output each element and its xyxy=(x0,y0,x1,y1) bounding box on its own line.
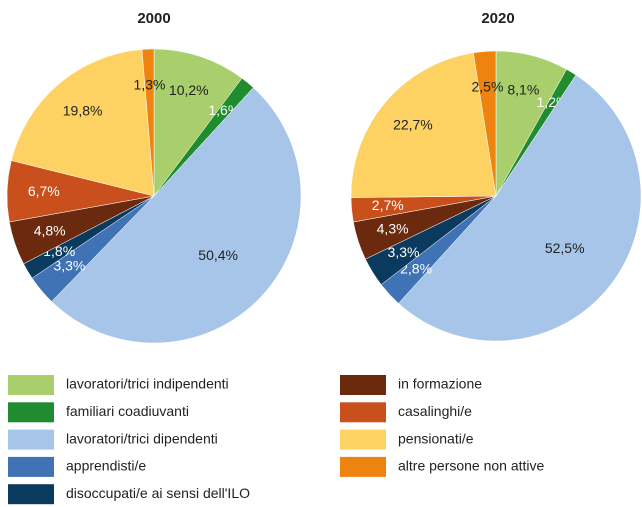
legend-swatch xyxy=(8,456,54,477)
chart-title: 2020 xyxy=(481,10,514,27)
legend-swatch xyxy=(8,402,54,423)
legend-label: altre persone non attive xyxy=(398,458,545,474)
value-label: 8,1% xyxy=(507,81,539,97)
legend-swatch xyxy=(340,375,386,395)
value-label: 10,2% xyxy=(169,82,209,98)
pie-slice xyxy=(473,50,497,197)
value-label: 19,8% xyxy=(63,103,103,119)
legend-label: lavoratori/trici dipendenti xyxy=(66,430,218,446)
legend-swatch xyxy=(340,456,386,477)
chart-title: 2000 xyxy=(137,10,170,27)
value-label: 2,7% xyxy=(372,197,404,213)
legend-label: apprendisti/e xyxy=(66,458,146,474)
pie-slice xyxy=(141,48,155,197)
value-label: 3,3% xyxy=(53,257,85,273)
value-label: 50,4% xyxy=(198,247,238,263)
value-label: 3,3% xyxy=(388,244,420,260)
legend-swatch xyxy=(8,484,54,505)
pie-slice xyxy=(398,74,642,342)
legend-swatch xyxy=(8,375,54,395)
legend-label: disoccupati/e ai sensi dell'ILO xyxy=(66,485,250,501)
legend-label: in formazione xyxy=(398,376,482,392)
value-label: 52,5% xyxy=(545,240,585,256)
value-label: 6,7% xyxy=(28,183,60,199)
pie-slice xyxy=(11,49,155,197)
legend-swatch xyxy=(340,402,386,423)
value-label: 1,3% xyxy=(134,77,166,93)
value-label: 2,8% xyxy=(400,260,432,276)
pie-slice xyxy=(51,87,302,344)
legend-label: familiari coadiuvanti xyxy=(66,403,189,419)
value-label: 22,7% xyxy=(393,117,433,133)
pie-slice xyxy=(350,52,497,198)
legend-label: lavoratori/trici indipendenti xyxy=(66,376,229,392)
legend-swatch xyxy=(8,429,54,450)
legend-label: pensionati/e xyxy=(398,430,474,446)
legend-swatch xyxy=(340,429,386,450)
value-label: 4,3% xyxy=(377,220,409,236)
legend-label: casalinghi/e xyxy=(398,403,472,419)
value-label: 2,5% xyxy=(472,78,504,94)
value-label: 4,8% xyxy=(34,222,66,238)
pie-slice xyxy=(153,48,243,197)
